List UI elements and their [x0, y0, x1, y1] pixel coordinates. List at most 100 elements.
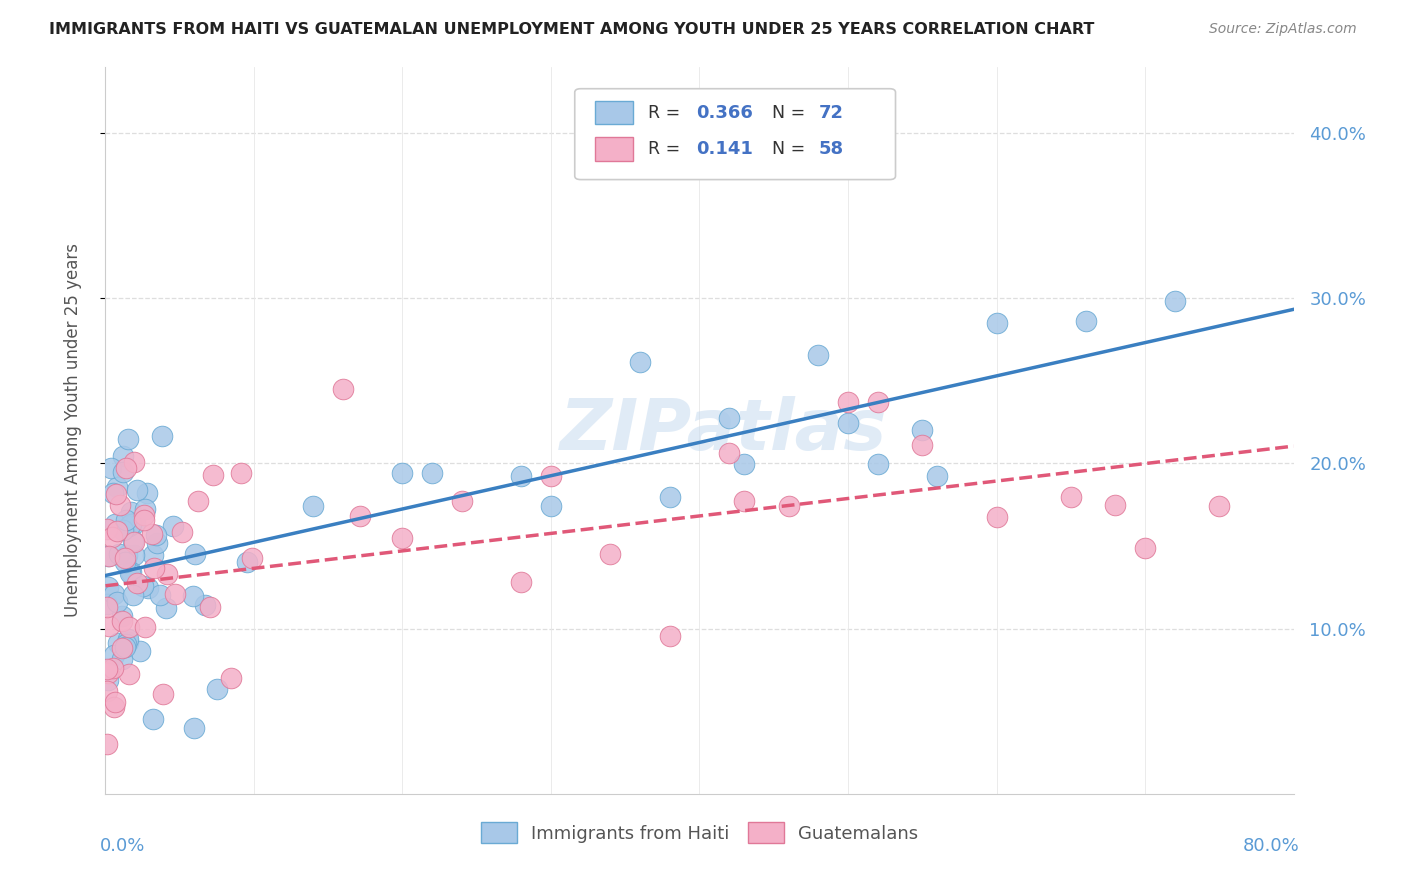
Point — [163, 587, 186, 601]
Point — [302, 500, 325, 514]
Point — [1208, 499, 1230, 513]
Point — [101, 530, 124, 544]
Text: N =: N = — [761, 140, 811, 158]
Text: ZIPatlas: ZIPatlas — [560, 396, 887, 465]
Point — [183, 721, 205, 735]
Point — [155, 600, 177, 615]
Point — [911, 438, 934, 452]
Point — [136, 581, 159, 595]
Point — [540, 468, 562, 483]
Point — [100, 461, 122, 475]
Point — [132, 513, 155, 527]
Point — [332, 382, 354, 396]
Point — [122, 534, 145, 549]
Point — [96, 662, 118, 676]
Point — [240, 550, 263, 565]
Point — [110, 652, 132, 666]
Point — [142, 549, 165, 563]
Point — [1104, 499, 1126, 513]
Point — [108, 498, 131, 512]
Text: 58: 58 — [818, 140, 844, 158]
Text: 72: 72 — [818, 103, 844, 121]
Point — [143, 561, 166, 575]
Point — [118, 666, 141, 681]
Point — [152, 687, 174, 701]
FancyBboxPatch shape — [595, 137, 633, 161]
Point — [118, 620, 141, 634]
Point — [114, 555, 136, 569]
Point — [114, 551, 136, 566]
Point — [124, 455, 146, 469]
Point — [194, 599, 217, 613]
Point — [141, 527, 163, 541]
Point — [107, 635, 129, 649]
Point — [198, 600, 221, 615]
Point — [114, 640, 136, 654]
Point — [104, 516, 127, 531]
Point — [105, 524, 128, 538]
Point — [103, 587, 125, 601]
Point — [1074, 314, 1097, 328]
Point — [658, 629, 681, 643]
Text: R =: R = — [648, 103, 686, 121]
Legend: Immigrants from Haiti, Guatemalans: Immigrants from Haiti, Guatemalans — [474, 815, 925, 850]
Point — [450, 494, 472, 508]
Point — [145, 527, 167, 541]
Point — [236, 555, 259, 569]
Point — [96, 600, 118, 615]
Point — [1133, 541, 1156, 555]
Point — [96, 684, 118, 698]
Point — [391, 466, 413, 480]
Point — [807, 348, 830, 362]
Point — [510, 574, 533, 589]
Point — [162, 518, 184, 533]
Point — [420, 466, 443, 480]
Point — [146, 535, 169, 549]
Point — [122, 548, 145, 562]
Text: 0.141: 0.141 — [696, 140, 752, 158]
Point — [122, 588, 145, 602]
Point — [231, 466, 253, 480]
Point — [120, 565, 142, 579]
Point — [103, 699, 125, 714]
Point — [115, 548, 138, 562]
Point — [349, 509, 371, 524]
Point — [107, 595, 129, 609]
Point — [718, 410, 741, 425]
Point — [104, 486, 127, 500]
Text: N =: N = — [761, 103, 811, 121]
Point — [733, 494, 755, 508]
Point — [111, 615, 134, 629]
Point — [118, 566, 141, 581]
Point — [111, 465, 134, 479]
Point — [112, 450, 135, 464]
Point — [837, 394, 859, 409]
Point — [124, 516, 146, 530]
Point — [150, 429, 173, 443]
Point — [114, 513, 136, 527]
Point — [156, 566, 179, 581]
Point — [101, 486, 124, 500]
Point — [120, 516, 142, 531]
Point — [117, 632, 139, 646]
Point — [599, 547, 621, 561]
Point — [201, 467, 224, 482]
Point — [778, 499, 800, 513]
Point — [97, 673, 120, 688]
Point — [97, 619, 120, 633]
Point — [172, 524, 194, 539]
Point — [837, 416, 859, 430]
Point — [103, 695, 125, 709]
Point — [187, 494, 209, 508]
Point — [510, 469, 533, 483]
Point — [183, 589, 205, 603]
Point — [132, 578, 155, 592]
Point — [118, 518, 141, 533]
Point — [866, 395, 889, 409]
Point — [111, 523, 134, 537]
Point — [134, 620, 156, 634]
Point — [132, 508, 155, 522]
Point — [103, 648, 125, 662]
Point — [135, 486, 157, 500]
Point — [142, 712, 165, 726]
